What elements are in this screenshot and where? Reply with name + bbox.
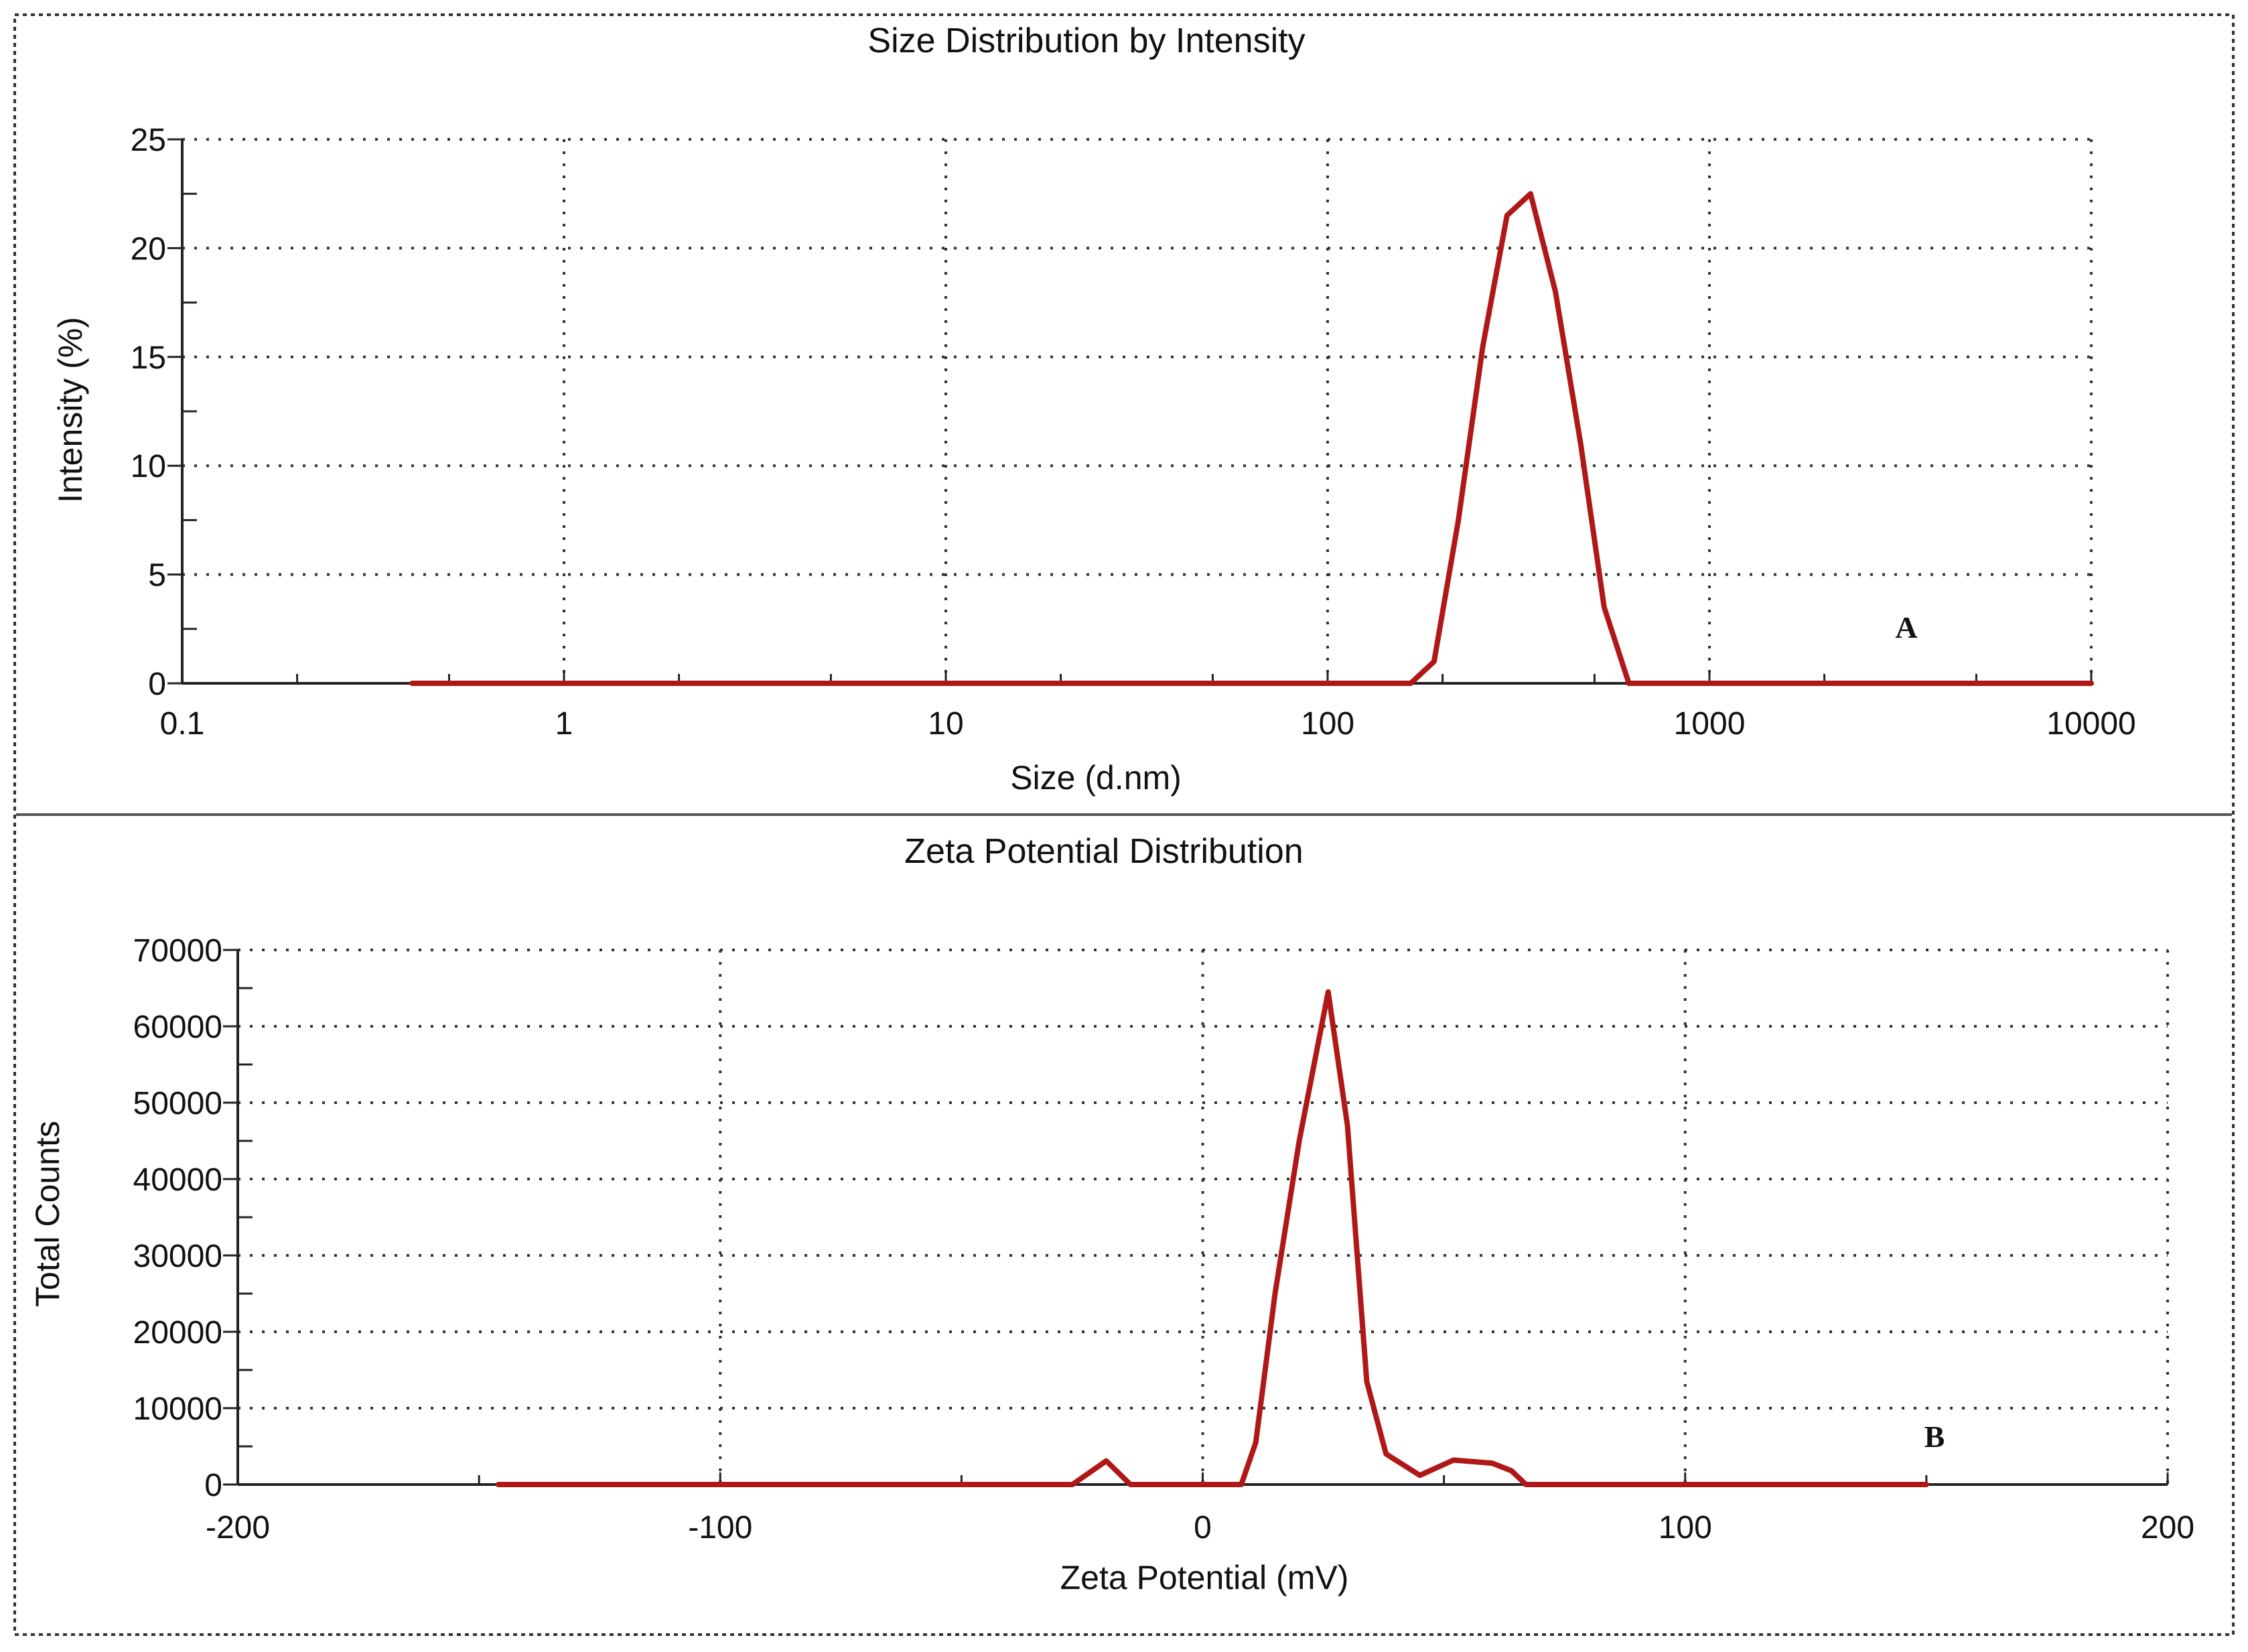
y-tick-label: 30000	[133, 1239, 222, 1274]
x-tick-label: 0.1	[160, 706, 205, 742]
data-point	[411, 683, 413, 684]
chart-title: Size Distribution by Intensity	[867, 21, 1305, 60]
zeta-potential-chart: Zeta Potential Distribution -200 -100 0 100…	[29, 832, 2194, 1596]
y-tick-label: 10000	[133, 1391, 222, 1427]
data-point	[1072, 1484, 1074, 1485]
y-axis-title: Total Counts	[29, 1121, 66, 1307]
y-tick-label: 5	[148, 558, 166, 594]
x-axis-title: Zeta Potential (mV)	[1060, 1559, 1349, 1596]
y-tick-label: 25	[131, 123, 166, 158]
x-tick-label: 1	[555, 706, 573, 742]
data-point	[1366, 1381, 1368, 1383]
y-tick-label: 0	[148, 667, 166, 702]
x-axis-title: Size (d.nm)	[1010, 759, 1182, 797]
x-tick-label: 10000	[2046, 706, 2135, 742]
ticks	[167, 138, 2093, 685]
x-tick-label: 0	[1194, 1510, 1212, 1545]
data-point	[1327, 991, 1329, 993]
data-point	[1433, 661, 1435, 663]
data-point	[1555, 291, 1557, 293]
y-tick-label: 20000	[133, 1315, 222, 1351]
data-point	[1409, 683, 1411, 684]
data-point	[1453, 1459, 1455, 1461]
data-point	[1529, 193, 1531, 195]
y-tick-label: 60000	[133, 1010, 222, 1045]
data-point	[1603, 606, 1605, 608]
x-tick-label: 10	[928, 706, 963, 742]
data-point	[1511, 1470, 1513, 1472]
data-point	[1458, 519, 1460, 521]
y-axis-title: Intensity (%)	[52, 317, 89, 503]
data-point	[1274, 1293, 1276, 1294]
data-point	[1129, 1484, 1131, 1485]
panel-label: B	[1924, 1420, 1945, 1454]
data-point	[1241, 1484, 1243, 1485]
y-tick-label: 20	[131, 231, 166, 267]
x-tick-label: -200	[206, 1510, 270, 1545]
series-line	[495, 989, 1929, 1487]
data-point	[563, 683, 565, 684]
data-point	[1491, 1462, 1493, 1464]
axes	[181, 139, 2091, 685]
x-tick-label: 200	[2141, 1510, 2194, 1545]
x-tick-label: -100	[688, 1510, 752, 1545]
data-point	[1419, 1474, 1421, 1476]
data-point	[497, 1484, 499, 1485]
data-point	[1105, 1460, 1107, 1462]
data-point	[1506, 214, 1508, 216]
y-tick-label: 10	[131, 449, 166, 484]
data-point	[1298, 1140, 1300, 1142]
series-line	[409, 191, 2094, 686]
y-tick-label: 40000	[133, 1162, 222, 1198]
y-tick-label: 0	[204, 1468, 222, 1503]
ticks	[223, 949, 2169, 1486]
tick-labels: 0.1 1 10 100 1000 10000 0 5 10 15 20 25	[131, 123, 2136, 742]
y-tick-label: 50000	[133, 1086, 222, 1121]
data-point	[945, 683, 946, 684]
data-point	[2091, 683, 2092, 684]
data-point	[1255, 1442, 1257, 1444]
data-point	[1346, 1125, 1348, 1127]
data-point	[1628, 683, 1630, 684]
x-tick-label: 100	[1659, 1510, 1712, 1545]
data-point	[1327, 683, 1328, 684]
x-tick-label: 1000	[1674, 706, 1746, 742]
y-tick-label: 70000	[133, 933, 222, 969]
series	[495, 989, 1929, 1487]
data-point	[1525, 1484, 1527, 1485]
chart-title: Zeta Potential Distribution	[904, 832, 1303, 871]
data-point	[1482, 345, 1484, 347]
x-tick-label: 100	[1301, 706, 1354, 742]
panel-label: A	[1895, 610, 1917, 644]
data-point	[1579, 443, 1582, 445]
gridlines	[182, 138, 2093, 683]
size-distribution-chart: Size Distribution by Intensity 0.1 1 10 100…	[52, 21, 2136, 797]
y-tick-label: 15	[131, 340, 166, 376]
data-point	[1385, 1453, 1387, 1455]
tick-labels: -200 -100 0 100 200 0 10000 20000 30000 40000 5000…	[133, 933, 2195, 1545]
data-point	[1925, 1484, 1927, 1485]
series	[409, 191, 2094, 686]
gridlines	[238, 949, 2169, 1485]
figure-border	[13, 13, 2235, 1636]
